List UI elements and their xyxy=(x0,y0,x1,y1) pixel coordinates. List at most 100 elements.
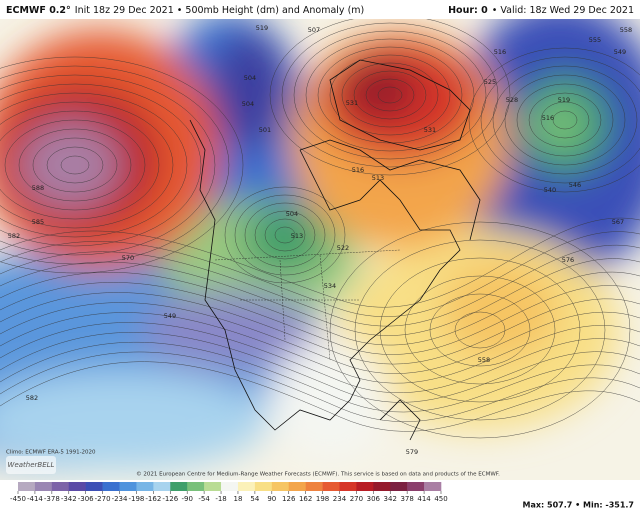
contour-line xyxy=(0,332,640,403)
title: Init 18z 29 Dec 2021 • 500mb Height (dm)… xyxy=(75,5,364,16)
contour-line xyxy=(60,155,90,175)
colorbar-tick-label: -198 xyxy=(128,495,144,503)
colorbar-segment xyxy=(153,482,171,491)
colorbar-tick-label: 270 xyxy=(350,495,363,503)
colorbar-tick-label: 450 xyxy=(434,495,447,503)
contour-line xyxy=(305,38,475,152)
contour-line xyxy=(0,351,640,422)
coastlines xyxy=(189,59,481,441)
contour-line xyxy=(293,30,487,160)
colorbar-tick-label: -378 xyxy=(44,495,60,503)
contour-label: 579 xyxy=(406,448,418,456)
contour-label: 516 xyxy=(542,114,554,122)
contour-line xyxy=(0,322,640,393)
colorbar-tick-label: 126 xyxy=(282,495,296,503)
colorbar-tick-label: 378 xyxy=(400,495,413,503)
copyright: © 2021 European Centre for Medium-Range … xyxy=(136,471,500,478)
colorbar-tick-label: 342 xyxy=(384,495,397,503)
contour-line xyxy=(0,83,202,247)
colorbar-tick-label: 198 xyxy=(316,495,329,503)
contour-line xyxy=(377,86,403,104)
contour-line xyxy=(0,312,640,384)
colorbar-segment xyxy=(288,482,306,491)
contour-label: 528 xyxy=(506,96,518,104)
map: 519 507 516 555 549 558 588 585 582 570 … xyxy=(0,19,640,480)
contour-line xyxy=(0,361,640,432)
colorbar-segment xyxy=(322,482,340,491)
colorbar-segment xyxy=(119,482,137,491)
contour-label: 549 xyxy=(164,312,176,320)
contour-label: 504 xyxy=(244,74,256,82)
contour-line xyxy=(0,74,216,256)
contour-line xyxy=(504,74,626,166)
colorbar-segment xyxy=(390,482,408,491)
contour-line xyxy=(264,218,306,252)
colorbar-segment xyxy=(136,482,154,491)
contour-label: 507 xyxy=(308,26,320,34)
contour-line xyxy=(0,231,640,317)
contour-line xyxy=(0,92,188,238)
colorbar-segment xyxy=(356,482,374,491)
colorbar-segment xyxy=(237,482,256,491)
contour-line xyxy=(516,83,614,157)
contour-label: 525 xyxy=(484,78,496,86)
colorbar-segment xyxy=(339,482,357,491)
valid-time: Hour: 0 • Valid: 18z Wed 29 Dec 2021 xyxy=(448,5,634,16)
colorbar-tick-label: -306 xyxy=(78,495,94,503)
colorbar-segment xyxy=(68,482,86,491)
valid: • Valid: 18z Wed 29 Dec 2021 xyxy=(492,5,634,16)
header-bar xyxy=(0,0,640,19)
contour-line xyxy=(0,302,640,374)
colorbar-segment xyxy=(204,482,222,491)
contour-label: 582 xyxy=(26,394,38,402)
colorbar-segment xyxy=(271,482,290,491)
contour-label: 567 xyxy=(612,218,624,226)
contour-line xyxy=(429,293,531,367)
contour-line xyxy=(404,275,556,385)
contour-line xyxy=(46,146,104,184)
colorbar-tick-label: -342 xyxy=(61,495,77,503)
colorbar-segment xyxy=(305,482,323,491)
contour-label: 504 xyxy=(286,210,298,218)
contour-label: 516 xyxy=(352,166,364,174)
contour-label: 513 xyxy=(291,232,303,240)
contour-line xyxy=(0,271,640,346)
contour-line xyxy=(540,101,590,139)
colorbar-segment xyxy=(51,482,70,491)
contour-line xyxy=(0,258,640,336)
contour-label: 582 xyxy=(8,232,20,240)
contour-line xyxy=(317,46,463,144)
colorbar-tick-label: -450 xyxy=(10,495,26,503)
contour-label: 540 xyxy=(544,186,556,194)
contour-label: 531 xyxy=(424,126,436,134)
colorbar-tick-label: -18 xyxy=(215,495,226,503)
contour-line xyxy=(224,186,346,284)
colorbar-segment xyxy=(424,482,442,491)
contour-label: 570 xyxy=(122,254,134,262)
contour-line xyxy=(0,110,160,220)
contour-label: 558 xyxy=(478,356,490,364)
contour-label: 588 xyxy=(32,184,44,192)
colorbar-segment xyxy=(170,482,188,491)
colorbar: -450 -414 -378 -342 -306 -270 -234 -198 -162 -126… xyxy=(10,482,448,503)
contour-label: 531 xyxy=(346,99,358,107)
max-min: Max: 507.7 • Min: -351.7 xyxy=(523,501,635,510)
logo: WeatherBELL xyxy=(8,461,55,469)
colorbar-tick-label: -126 xyxy=(162,495,178,503)
contour-label: 546 xyxy=(569,181,581,189)
colorbar-segment xyxy=(102,482,120,491)
colorbar-tick-label: -414 xyxy=(27,495,43,503)
contour-line xyxy=(379,257,581,403)
contour-line xyxy=(365,78,415,112)
contour-line xyxy=(329,221,631,439)
contour-line xyxy=(552,110,578,130)
contour-line xyxy=(480,56,640,184)
colorbar-tick-label: -234 xyxy=(112,495,128,503)
colorbar-tick-label: 54 xyxy=(250,495,259,503)
contour-line xyxy=(528,92,602,148)
colorbar-segment xyxy=(85,482,103,491)
contour-line xyxy=(234,194,336,276)
contour-line xyxy=(454,311,506,349)
contour-label: 585 xyxy=(32,218,44,226)
contour-label: 519 xyxy=(558,96,570,104)
